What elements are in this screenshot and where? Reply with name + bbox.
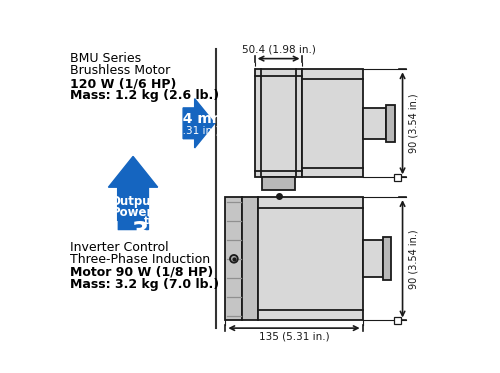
Text: 120 W (1/6 HP): 120 W (1/6 HP) <box>70 77 176 90</box>
Bar <box>262 177 295 189</box>
Text: –84 mm: –84 mm <box>166 112 226 126</box>
Text: times: times <box>144 216 174 226</box>
Polygon shape <box>108 156 158 229</box>
Text: Mass: 3.2 kg (7.0 lb.): Mass: 3.2 kg (7.0 lb.) <box>70 278 219 291</box>
Bar <box>394 174 401 181</box>
Bar <box>386 105 395 142</box>
Bar <box>254 69 302 177</box>
Text: Three-Phase Induction: Three-Phase Induction <box>70 253 210 266</box>
Text: 50.4 (1.98 in.): 50.4 (1.98 in.) <box>242 44 316 54</box>
Bar <box>382 237 391 280</box>
Bar <box>302 69 362 177</box>
Polygon shape <box>183 99 214 148</box>
Text: Inverter Control: Inverter Control <box>70 241 168 254</box>
Text: BMU Series: BMU Series <box>70 53 141 65</box>
Text: 90 (3.54 in.): 90 (3.54 in.) <box>408 94 418 153</box>
Text: 90 (3.54 in.): 90 (3.54 in.) <box>408 229 418 289</box>
Text: Brushless Motor: Brushless Motor <box>70 64 170 77</box>
Text: Motor 90 W (1/8 HP): Motor 90 W (1/8 HP) <box>70 266 213 279</box>
Text: Mass: 1.2 kg (2.6 lb.): Mass: 1.2 kg (2.6 lb.) <box>70 90 219 103</box>
Bar <box>362 108 386 139</box>
Text: Power: Power <box>112 207 154 219</box>
Bar <box>362 240 382 277</box>
Circle shape <box>230 255 238 263</box>
Bar <box>226 197 242 320</box>
Bar <box>242 197 258 320</box>
Bar <box>394 317 401 324</box>
Text: 135 (5.31 in.): 135 (5.31 in.) <box>258 332 330 342</box>
Text: (3.31 in.): (3.31 in.) <box>172 125 220 135</box>
Text: Output: Output <box>110 195 156 208</box>
Bar <box>258 197 362 320</box>
Text: 1.3: 1.3 <box>105 220 149 244</box>
